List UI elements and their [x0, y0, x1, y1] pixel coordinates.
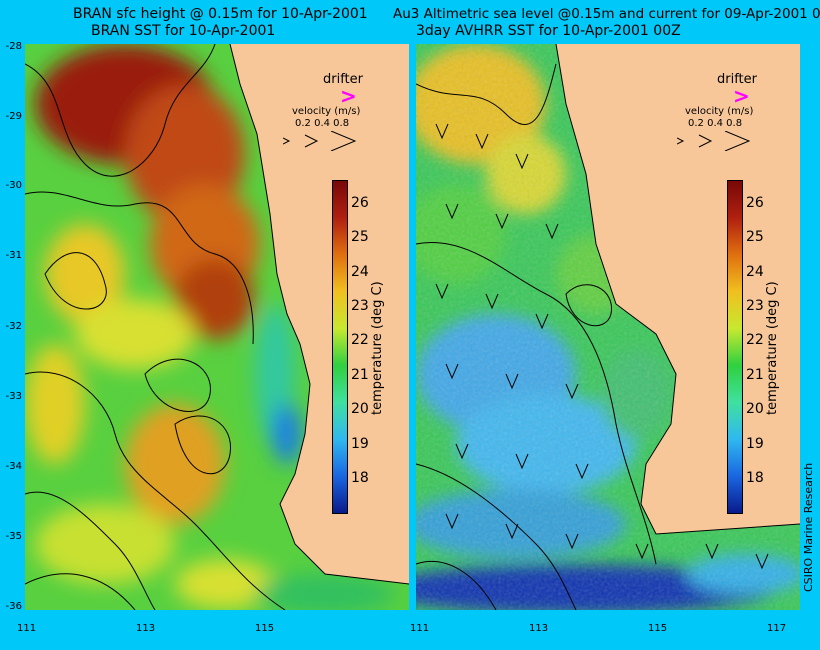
- colorbar-tick: 24: [746, 264, 764, 280]
- colorbar-left: [332, 180, 348, 514]
- colorbar-title: temperature (deg C): [765, 281, 780, 415]
- right-title-line2: 3day AVHRR SST for 10-Apr-2001 00Z: [416, 23, 681, 39]
- lon-label: 115: [648, 623, 668, 634]
- sst-patches: [25, 44, 395, 610]
- colorbar-tick: 25: [351, 229, 369, 245]
- coastline: [555, 44, 800, 535]
- colorbar-tick: 22: [351, 332, 369, 348]
- colorbar-tick: 18: [746, 470, 764, 486]
- coastline: [229, 44, 409, 585]
- velocity-legend-title: velocity (m/s): [685, 106, 754, 117]
- colorbar-tick: 23: [351, 298, 369, 314]
- lat-label: -30: [5, 180, 22, 191]
- right-title-line1: Au3 Altimetric sea level @0.15m and curr…: [393, 6, 820, 22]
- velocity-arrow-icons: [283, 131, 357, 151]
- drifter-marker-icon: >: [340, 84, 357, 108]
- lon-label: 117: [767, 623, 787, 634]
- map-panel-bran: [25, 44, 409, 610]
- colorbar-tick: 19: [351, 436, 369, 452]
- colorbar-tick: 20: [351, 401, 369, 417]
- colorbar-tick: 21: [351, 367, 369, 383]
- drifter-legend-label: drifter: [717, 72, 757, 87]
- left-title-line1: BRAN sfc height @ 0.15m for 10-Apr-2001: [73, 6, 368, 22]
- colorbar-tick: 21: [746, 367, 764, 383]
- lat-label: -33: [5, 391, 22, 402]
- lat-label: -32: [5, 321, 22, 332]
- land-area: [230, 44, 409, 584]
- velocity-legend-values: 0.2 0.4 0.8: [295, 118, 350, 129]
- current-vectors: [435, 123, 769, 570]
- lat-label: -28: [5, 41, 22, 52]
- lat-label: -35: [5, 531, 22, 542]
- drifter-marker-icon: >: [733, 84, 750, 108]
- colorbar-tick: 24: [351, 264, 369, 280]
- lon-label: 111: [17, 623, 37, 634]
- colorbar-tick: 26: [746, 195, 764, 211]
- colorbar-title: temperature (deg C): [370, 281, 385, 415]
- lat-label: -31: [5, 250, 22, 261]
- colorbar-tick: 26: [351, 195, 369, 211]
- credit-label: CSIRO Marine Research: [802, 462, 815, 592]
- velocity-legend-values: 0.2 0.4 0.8: [688, 118, 743, 129]
- drifter-legend-label: drifter: [323, 72, 363, 87]
- lon-label: 113: [529, 623, 549, 634]
- colorbar-tick: 20: [746, 401, 764, 417]
- colorbar-tick: 18: [351, 470, 369, 486]
- lon-label: 113: [136, 623, 156, 634]
- sea-level-contours: [25, 44, 286, 610]
- bran-sst-map: [25, 44, 409, 610]
- lon-label: 115: [255, 623, 275, 634]
- lat-label: -34: [5, 461, 22, 472]
- colorbar-tick: 22: [746, 332, 764, 348]
- colorbar-tick: 23: [746, 298, 764, 314]
- colorbar-right: [727, 180, 743, 514]
- velocity-arrow-icons: [677, 131, 751, 151]
- lat-label: -36: [5, 601, 22, 612]
- colorbar-tick: 25: [746, 229, 764, 245]
- left-title-line2: BRAN SST for 10-Apr-2001: [91, 23, 276, 39]
- lon-label: 111: [410, 623, 430, 634]
- lat-label: -29: [5, 111, 22, 122]
- velocity-legend-title: velocity (m/s): [292, 106, 361, 117]
- colorbar-tick: 19: [746, 436, 764, 452]
- sea-level-contours: [416, 63, 657, 610]
